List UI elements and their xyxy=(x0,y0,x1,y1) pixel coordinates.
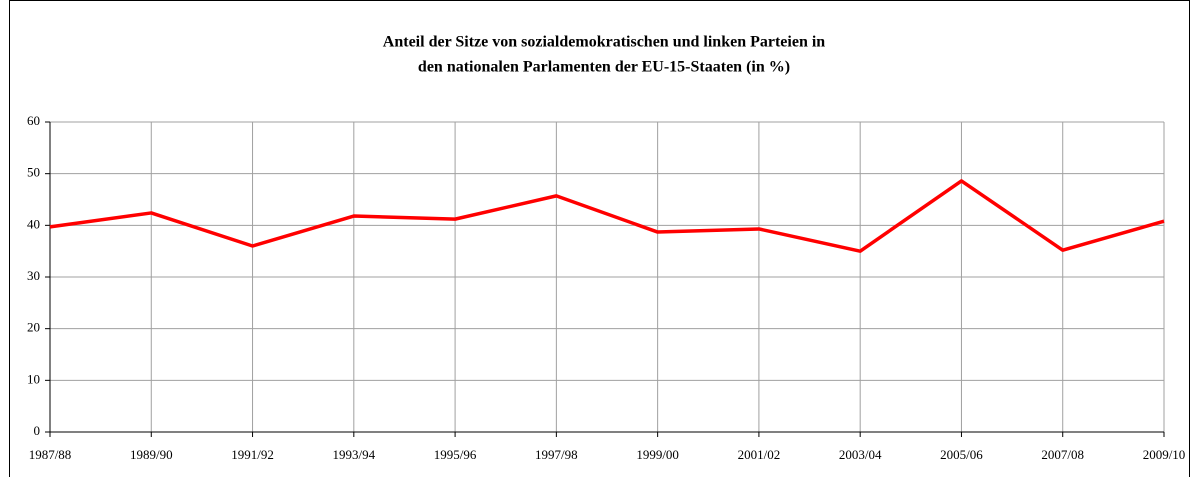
x-tick-label: 1995/96 xyxy=(434,447,477,462)
x-tick-label: 1989/90 xyxy=(130,447,173,462)
x-tick-label: 2003/04 xyxy=(839,447,882,462)
x-tick-label: 2005/06 xyxy=(940,447,983,462)
y-tick-label: 30 xyxy=(27,268,40,283)
chart-title: den nationalen Parlamenten der EU-15-Sta… xyxy=(418,59,790,76)
y-tick-label: 0 xyxy=(34,423,41,438)
data-line xyxy=(49,179,1165,253)
chart-border xyxy=(9,0,1190,477)
x-tick-label: 2007/08 xyxy=(1041,447,1084,462)
x-tick-label: 1997/98 xyxy=(535,447,578,462)
y-tick-label: 20 xyxy=(27,320,40,335)
x-tick-label: 1993/94 xyxy=(333,447,376,462)
y-tick-label: 50 xyxy=(27,165,40,180)
x-tick-label: 2001/02 xyxy=(738,447,781,462)
y-tick-label: 40 xyxy=(27,216,40,231)
y-tick-label: 10 xyxy=(27,371,40,386)
chart-title: Anteil der Sitze von sozialdemokratische… xyxy=(383,34,825,51)
y-tick-label: 60 xyxy=(27,113,40,128)
x-tick-label: 1999/00 xyxy=(636,447,679,462)
x-tick-label: 1991/92 xyxy=(231,447,274,462)
x-tick-label: 1987/88 xyxy=(29,447,72,462)
x-tick-label: 2009/10 xyxy=(1143,447,1186,462)
